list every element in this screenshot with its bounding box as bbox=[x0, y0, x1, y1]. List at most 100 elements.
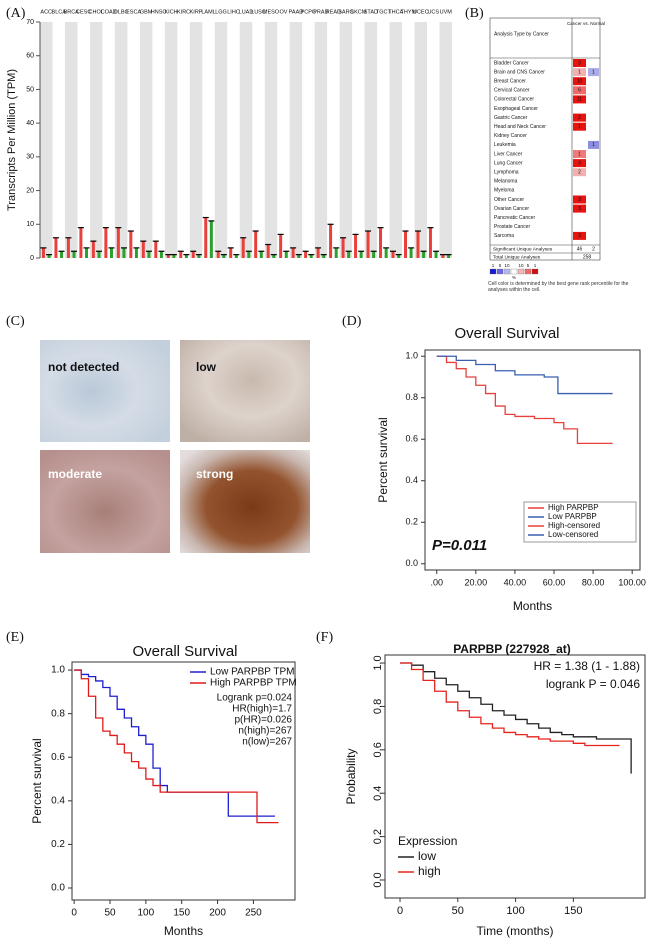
annotation: HR(high)=1.7 bbox=[232, 704, 292, 715]
expression-bar bbox=[97, 251, 101, 258]
chart-title: PARPBP (227928_at) bbox=[453, 642, 571, 656]
legend-label: low bbox=[418, 849, 436, 863]
expression-bar bbox=[129, 231, 133, 258]
expression-bar bbox=[309, 254, 313, 258]
x-tick-label: 0 bbox=[71, 908, 77, 919]
legend-swatch bbox=[524, 268, 532, 275]
up-cell bbox=[573, 231, 586, 240]
expression-bar bbox=[197, 254, 201, 258]
panel-label: (F) bbox=[316, 630, 333, 645]
expression-bar bbox=[434, 251, 438, 258]
ihc-label: low bbox=[196, 360, 217, 374]
category-label: BLCA bbox=[52, 9, 67, 15]
legend-label: High PARPBP bbox=[548, 503, 599, 512]
category-label: PCPG bbox=[301, 9, 317, 15]
table-frame bbox=[489, 17, 601, 261]
down-cell bbox=[588, 68, 599, 77]
x-tick-label: 200 bbox=[209, 908, 226, 919]
chart-title: Overall Survival bbox=[454, 325, 559, 342]
up-cell bbox=[573, 150, 586, 158]
down-cell bbox=[588, 140, 599, 149]
category-label: PAAD bbox=[289, 9, 304, 15]
legend-tick: 5 bbox=[499, 263, 502, 268]
band-bg bbox=[189, 22, 203, 258]
y-tick-label: 40 bbox=[26, 120, 34, 127]
expression-bar bbox=[409, 247, 413, 258]
annotation: Logrank p=0.024 bbox=[217, 693, 293, 704]
expression-bar bbox=[416, 231, 420, 258]
expression-bar bbox=[379, 227, 383, 258]
y-tick-label: 0.2 bbox=[372, 829, 384, 844]
legend-label: high bbox=[418, 864, 441, 878]
category-label: THYM bbox=[401, 9, 417, 15]
y-tick-label: 60 bbox=[26, 53, 34, 60]
summary-label: Significant Unique Analyses bbox=[493, 246, 553, 252]
summary-value: 2 bbox=[592, 246, 595, 252]
up-count: 6 bbox=[578, 88, 581, 94]
panel-label: (E) bbox=[6, 630, 24, 645]
x-tick-label: .00 bbox=[430, 577, 443, 587]
y-tick-label: 0 bbox=[30, 255, 34, 262]
row-label: Cervical Cancer bbox=[494, 88, 530, 94]
y-tick-label: 1.0 bbox=[372, 655, 384, 670]
row-label: Esophageal Cancer bbox=[494, 106, 538, 112]
expression-bar bbox=[241, 237, 245, 258]
expression-bar bbox=[147, 251, 151, 258]
up-count: 3 bbox=[578, 206, 581, 212]
ihc-image bbox=[40, 450, 170, 553]
band-bg bbox=[289, 22, 303, 258]
up-cell bbox=[573, 59, 586, 67]
legend-swatch bbox=[510, 268, 518, 275]
band-bg bbox=[314, 22, 328, 258]
expression-bar bbox=[41, 247, 45, 258]
expression-bar bbox=[284, 251, 288, 258]
band-bg bbox=[364, 22, 378, 258]
expression-bar bbox=[66, 237, 70, 258]
legend-swatch bbox=[517, 268, 525, 275]
ihc-image bbox=[180, 340, 310, 442]
expression-bar bbox=[329, 224, 333, 258]
legend-label: High-censored bbox=[548, 521, 600, 530]
x-axis-label: Months bbox=[513, 599, 552, 613]
row-label: Breast Cancer bbox=[494, 79, 526, 85]
expression-bar bbox=[179, 251, 183, 258]
x-tick-label: 250 bbox=[245, 908, 262, 919]
ihc-image bbox=[40, 340, 170, 442]
y-tick-label: 0.2 bbox=[405, 517, 418, 527]
y-tick-label: 0.6 bbox=[51, 752, 65, 763]
expression-bar bbox=[234, 254, 238, 258]
expression-bar bbox=[104, 227, 108, 258]
up-count: 1 bbox=[578, 151, 581, 157]
category-label: READ bbox=[326, 9, 341, 15]
band-bg bbox=[389, 22, 403, 258]
category-label: CESC bbox=[76, 9, 91, 15]
oncomine-note: Cell color is determined by the best gen… bbox=[488, 281, 629, 293]
y-axis-label: Transcripts Per Million (TPM) bbox=[6, 69, 18, 211]
survival-curve bbox=[400, 662, 632, 774]
ihc-image bbox=[180, 450, 310, 553]
expression-bar bbox=[404, 231, 408, 258]
panel-label: (C) bbox=[6, 314, 25, 329]
expression-bar bbox=[266, 244, 270, 258]
category-label: DLBC bbox=[114, 9, 129, 15]
row-label: Pancreatic Cancer bbox=[494, 215, 535, 221]
x-axis-label: Time (months) bbox=[477, 924, 554, 938]
expression-bar bbox=[134, 247, 138, 258]
down-count: 1 bbox=[592, 142, 595, 148]
expression-bar bbox=[84, 247, 88, 258]
category-label: OV bbox=[279, 9, 287, 15]
legend-swatch bbox=[496, 268, 504, 275]
band-bg bbox=[139, 22, 153, 258]
legend-label: Low PARPBP bbox=[548, 512, 597, 521]
expression-bar bbox=[341, 237, 345, 258]
summary-value: 46 bbox=[577, 246, 583, 252]
band-bg bbox=[40, 22, 53, 258]
category-label: ACC bbox=[40, 9, 52, 15]
y-axis-label: Percent survival bbox=[376, 417, 390, 502]
expression-bar bbox=[109, 247, 113, 258]
up-count: 10 bbox=[577, 79, 583, 85]
up-count: 3 bbox=[578, 60, 581, 66]
annotation: n(low)=267 bbox=[242, 737, 292, 748]
survival-curve bbox=[74, 669, 275, 817]
category-label: TGCT bbox=[376, 9, 392, 15]
